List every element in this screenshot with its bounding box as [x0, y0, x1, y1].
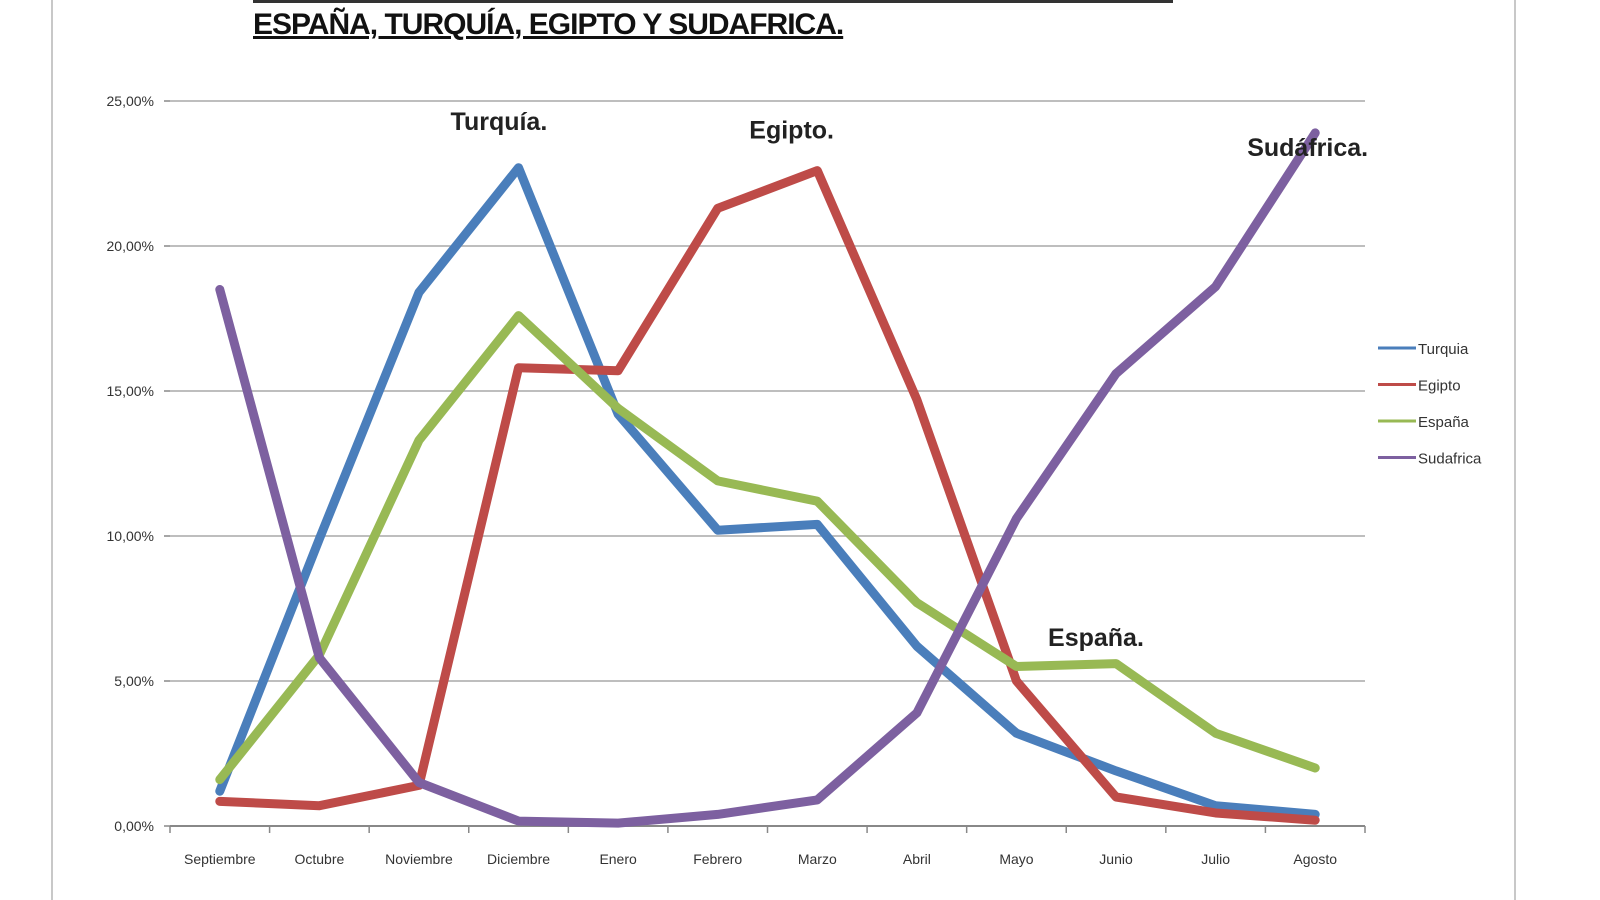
series-line-egipto [215, 166, 1320, 825]
annotation-label: Egipto. [749, 117, 834, 145]
series-line-turquia [215, 163, 1320, 819]
series-line-españa [215, 311, 1320, 785]
x-tick-label: Noviembre [385, 851, 453, 867]
legend-label: España [1418, 414, 1470, 431]
page-border-right [1514, 0, 1516, 900]
y-tick-label: 5,00% [114, 673, 154, 689]
legend-label: Turquia [1418, 341, 1469, 358]
x-tick-label: Julio [1201, 851, 1230, 867]
chart-title: ESPAÑA, TURQUÍA, EGIPTO Y SUDAFRICA. [253, 8, 844, 41]
legend-label: Sudafrica [1418, 451, 1482, 468]
legend-label: Egipto [1418, 378, 1461, 395]
x-tick-label: Agosto [1293, 851, 1337, 867]
x-tick-label: Mayo [999, 851, 1033, 867]
y-tick-label: 0,00% [114, 818, 154, 834]
x-tick-label: Enero [599, 851, 637, 867]
y-tick-label: 20,00% [107, 238, 154, 254]
title-rule [253, 0, 1173, 3]
x-tick-label: Abril [903, 851, 931, 867]
annotation-label: España. [1048, 624, 1144, 652]
y-tick-label: 10,00% [107, 528, 154, 544]
annotation-label: Turquía. [451, 108, 548, 136]
x-tick-label: Febrero [693, 851, 742, 867]
x-tick-label: Marzo [798, 851, 837, 867]
x-tick-label: Diciembre [487, 851, 550, 867]
series-line-sudafrica [215, 128, 1320, 828]
y-tick-label: 25,00% [107, 93, 154, 109]
x-tick-label: Junio [1099, 851, 1133, 867]
annotation-label: Sudáfrica. [1247, 134, 1368, 162]
page-border-left [51, 0, 53, 900]
y-tick-label: 15,00% [107, 383, 154, 399]
x-tick-label: Septiembre [184, 851, 256, 867]
x-tick-label: Octubre [294, 851, 344, 867]
